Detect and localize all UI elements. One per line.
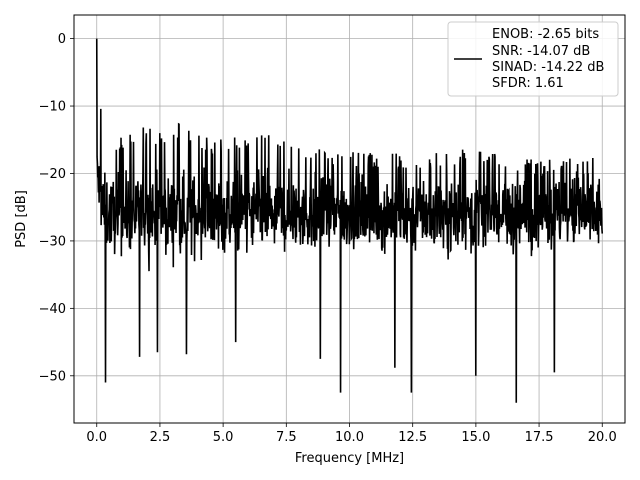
legend-entry-sfdr: SFDR: 1.61 — [492, 76, 564, 91]
y-tick-label: −50 — [39, 369, 66, 384]
legend-entry-enob: ENOB: -2.65 bits — [492, 27, 599, 42]
plot-frame — [73, 14, 626, 424]
x-tick-label: 10.0 — [335, 430, 364, 445]
y-tick-label: −10 — [39, 100, 66, 115]
legend-entry-snr: SNR: -14.07 dB — [492, 44, 590, 59]
y-tick-label: −30 — [39, 234, 66, 249]
x-axis-label: Frequency [MHz] — [295, 451, 404, 466]
y-tick-label: 0 — [58, 32, 66, 47]
x-tick-label: 20.0 — [588, 430, 617, 445]
y-ticks: 0 −10 −20 −30 −40 −50 — [39, 32, 74, 384]
legend-entry-sinad: SINAD: -14.22 dB — [492, 60, 604, 75]
psd-series-line — [95, 38, 604, 403]
x-tick-label: 0.0 — [86, 430, 107, 445]
y-axis-label: PSD [dB] — [14, 190, 29, 248]
x-tick-label: 12.5 — [398, 430, 427, 445]
x-tick-label: 17.5 — [525, 430, 554, 445]
x-tick-label: 5.0 — [213, 430, 234, 445]
x-tick-label: 7.5 — [276, 430, 297, 445]
x-tick-label: 2.5 — [150, 430, 171, 445]
legend-box — [447, 21, 619, 97]
y-tick-label: −20 — [39, 167, 66, 182]
x-ticks: 0.0 2.5 5.0 7.5 10.0 12.5 15.0 17.5 20.0 — [86, 423, 617, 445]
x-tick-label: 15.0 — [461, 430, 490, 445]
legend: ENOB: -2.65 bits SNR: -14.07 dB SINAD: -… — [447, 21, 619, 97]
y-tick-label: −40 — [39, 302, 66, 317]
